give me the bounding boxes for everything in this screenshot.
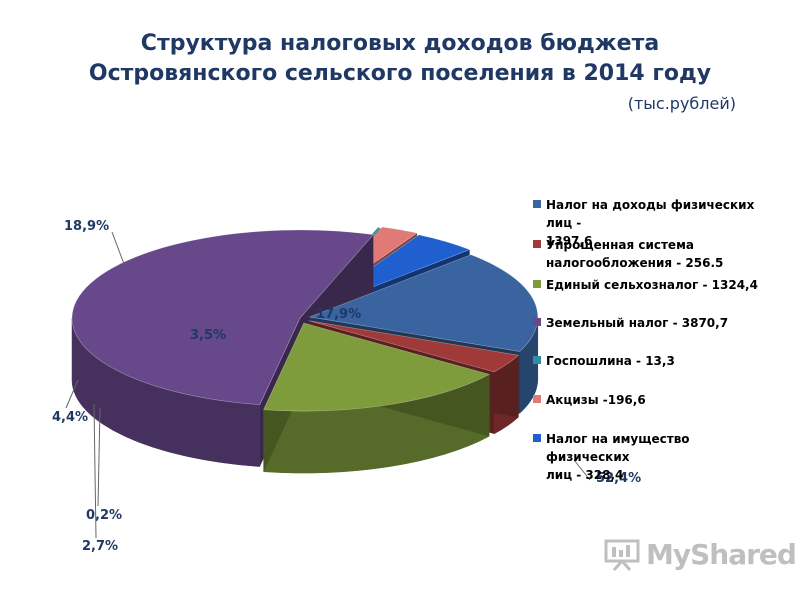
legend-label-cont: 1397,6 bbox=[546, 234, 593, 248]
units-label: (тыс.рублей) bbox=[627, 94, 736, 113]
data-label-ndfl: 18,9% bbox=[64, 219, 109, 234]
legend-swatch bbox=[533, 318, 541, 326]
leader-line bbox=[97, 407, 101, 507]
data-label-property-tax: 4,4% bbox=[52, 410, 88, 425]
legend-label: Единый сельхозналог - 1324,4 bbox=[546, 278, 758, 292]
chart-title-line1: Структура налоговых доходов бюджета bbox=[140, 31, 660, 56]
data-label-usn: 3,5% bbox=[190, 328, 226, 343]
legend-label-cont: лиц - 328,4 bbox=[546, 468, 624, 482]
leader-line bbox=[65, 379, 79, 409]
myshared-logo: MyShared bbox=[604, 537, 797, 573]
data-label-excise: 2,7% bbox=[82, 539, 118, 554]
legend-swatch bbox=[533, 240, 541, 248]
legend-swatch bbox=[533, 395, 541, 403]
legend-label-cont: налогообложения - 256.5 bbox=[546, 256, 724, 270]
data-label-duty: 0,2% bbox=[86, 508, 122, 523]
legend-swatch bbox=[533, 200, 541, 208]
logo-text: MyShared bbox=[646, 538, 797, 571]
legend-label: Земельный налог - 3870,7 bbox=[546, 316, 729, 330]
legend-label: Госпошлина - 13,3 bbox=[546, 354, 675, 368]
slice-eshn bbox=[263, 322, 490, 474]
legend-label: Налог на имущество физических bbox=[546, 432, 690, 464]
legend-swatch bbox=[533, 434, 541, 442]
legend-label: Акцизы -196,6 bbox=[546, 393, 646, 407]
presentation-board-icon bbox=[604, 539, 640, 571]
legend-swatch bbox=[533, 356, 541, 364]
leader-line bbox=[93, 403, 97, 539]
data-label-eshn: 17,9% bbox=[316, 307, 361, 322]
data-label-land-tax: 52,4% bbox=[596, 471, 641, 486]
legend-label: Упрощенная система bbox=[546, 238, 694, 252]
legend-swatch bbox=[533, 280, 541, 288]
leader-line bbox=[111, 231, 125, 265]
leader-line bbox=[573, 459, 591, 481]
chart-title-line2: Островянского сельского поселения в 2014… bbox=[88, 61, 712, 86]
legend-label: Налог на доходы физических лиц - bbox=[546, 198, 755, 230]
